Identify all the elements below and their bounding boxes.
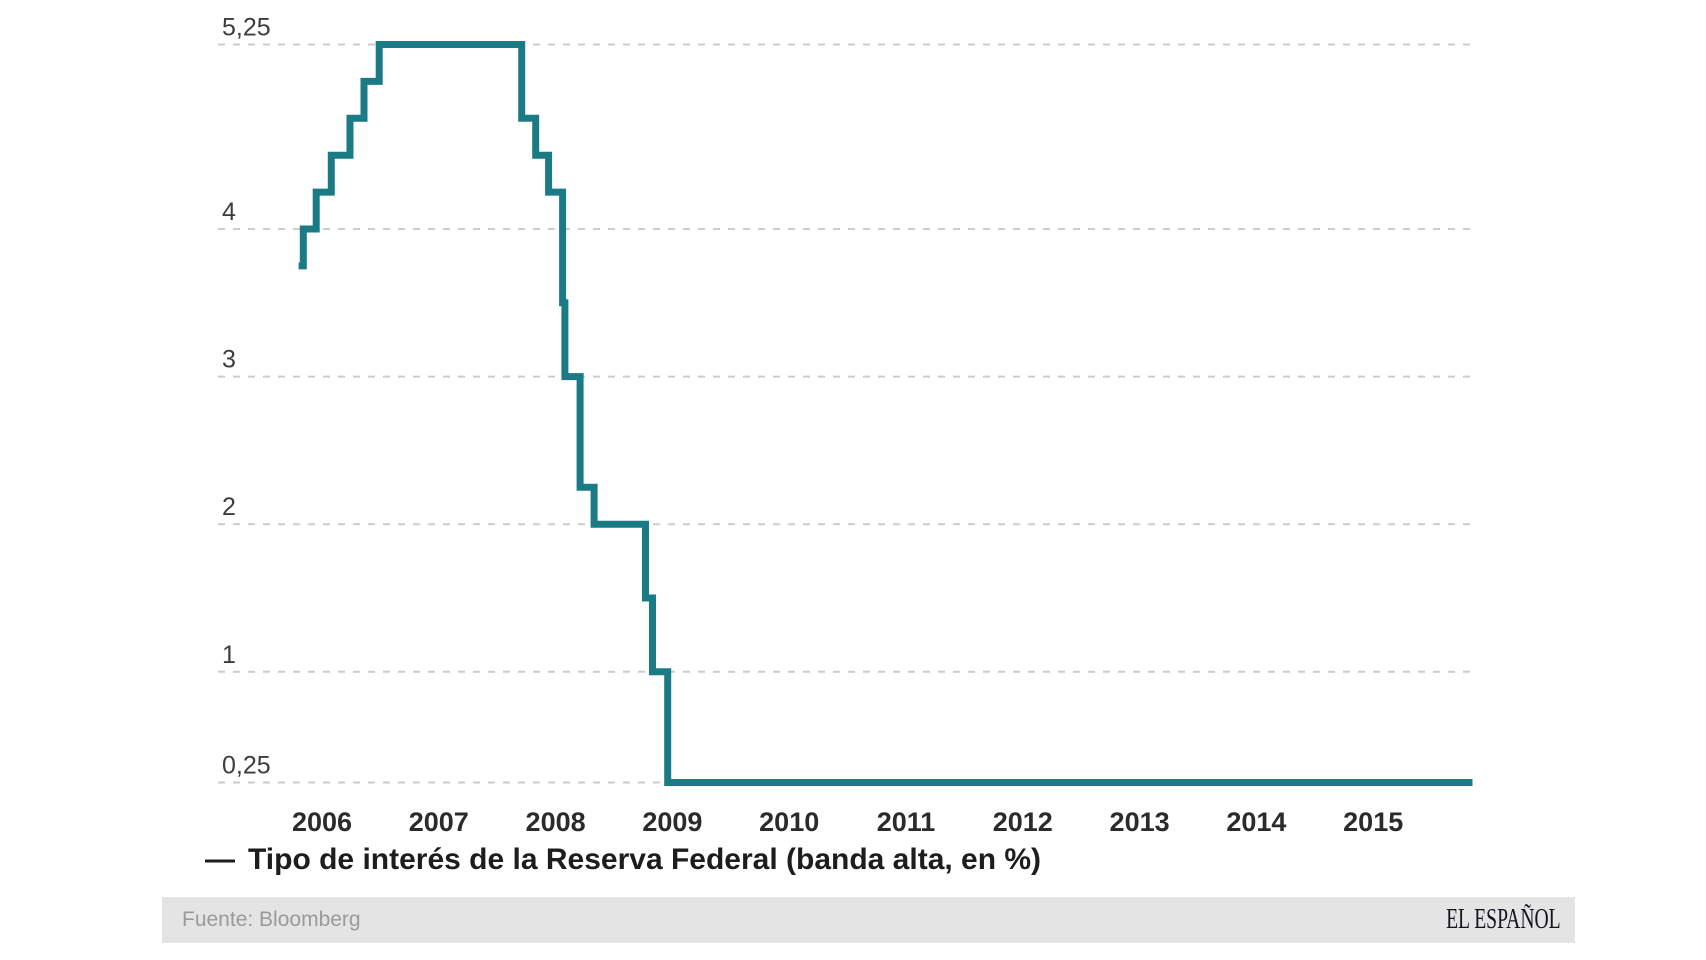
x-axis-tick-label: 2006 (292, 807, 352, 837)
y-axis-tick-label: 2 (222, 493, 236, 521)
x-axis-tick-label: 2011 (877, 807, 936, 837)
x-axis-tick-label: 2007 (409, 807, 469, 837)
y-axis-tick-label: 1 (222, 641, 236, 669)
rate-step-line (298, 41, 1473, 786)
x-axis-tick-label: 2012 (993, 807, 1053, 837)
y-axis-tick-label: 0,25 (222, 752, 271, 780)
y-axis-tick-label: 4 (222, 198, 236, 226)
x-axis-tick-label: 2014 (1226, 807, 1286, 837)
x-axis-tick-label: 2009 (642, 807, 702, 837)
y-axis-tick-label: 3 (222, 346, 236, 374)
x-axis-tick-label: 2015 (1343, 807, 1403, 837)
x-axis-tick-label: 2010 (759, 807, 819, 837)
publisher-logo: EL ESPAÑOL (1446, 904, 1561, 935)
source-text: Fuente: Bloomberg (182, 908, 361, 931)
legend: — Tipo de interés de la Reserva Federal … (205, 843, 1041, 877)
legend-label: Tipo de interés de la Reserva Federal (b… (248, 843, 1042, 876)
source-bar: Fuente: Bloomberg EL ESPAÑOL (162, 897, 1575, 943)
x-axis-tick-label: 2013 (1110, 807, 1170, 837)
x-axis-tick-label: 2008 (526, 807, 586, 837)
legend-line-swatch: — (205, 843, 235, 876)
y-axis-tick-label: 5,25 (222, 14, 271, 42)
